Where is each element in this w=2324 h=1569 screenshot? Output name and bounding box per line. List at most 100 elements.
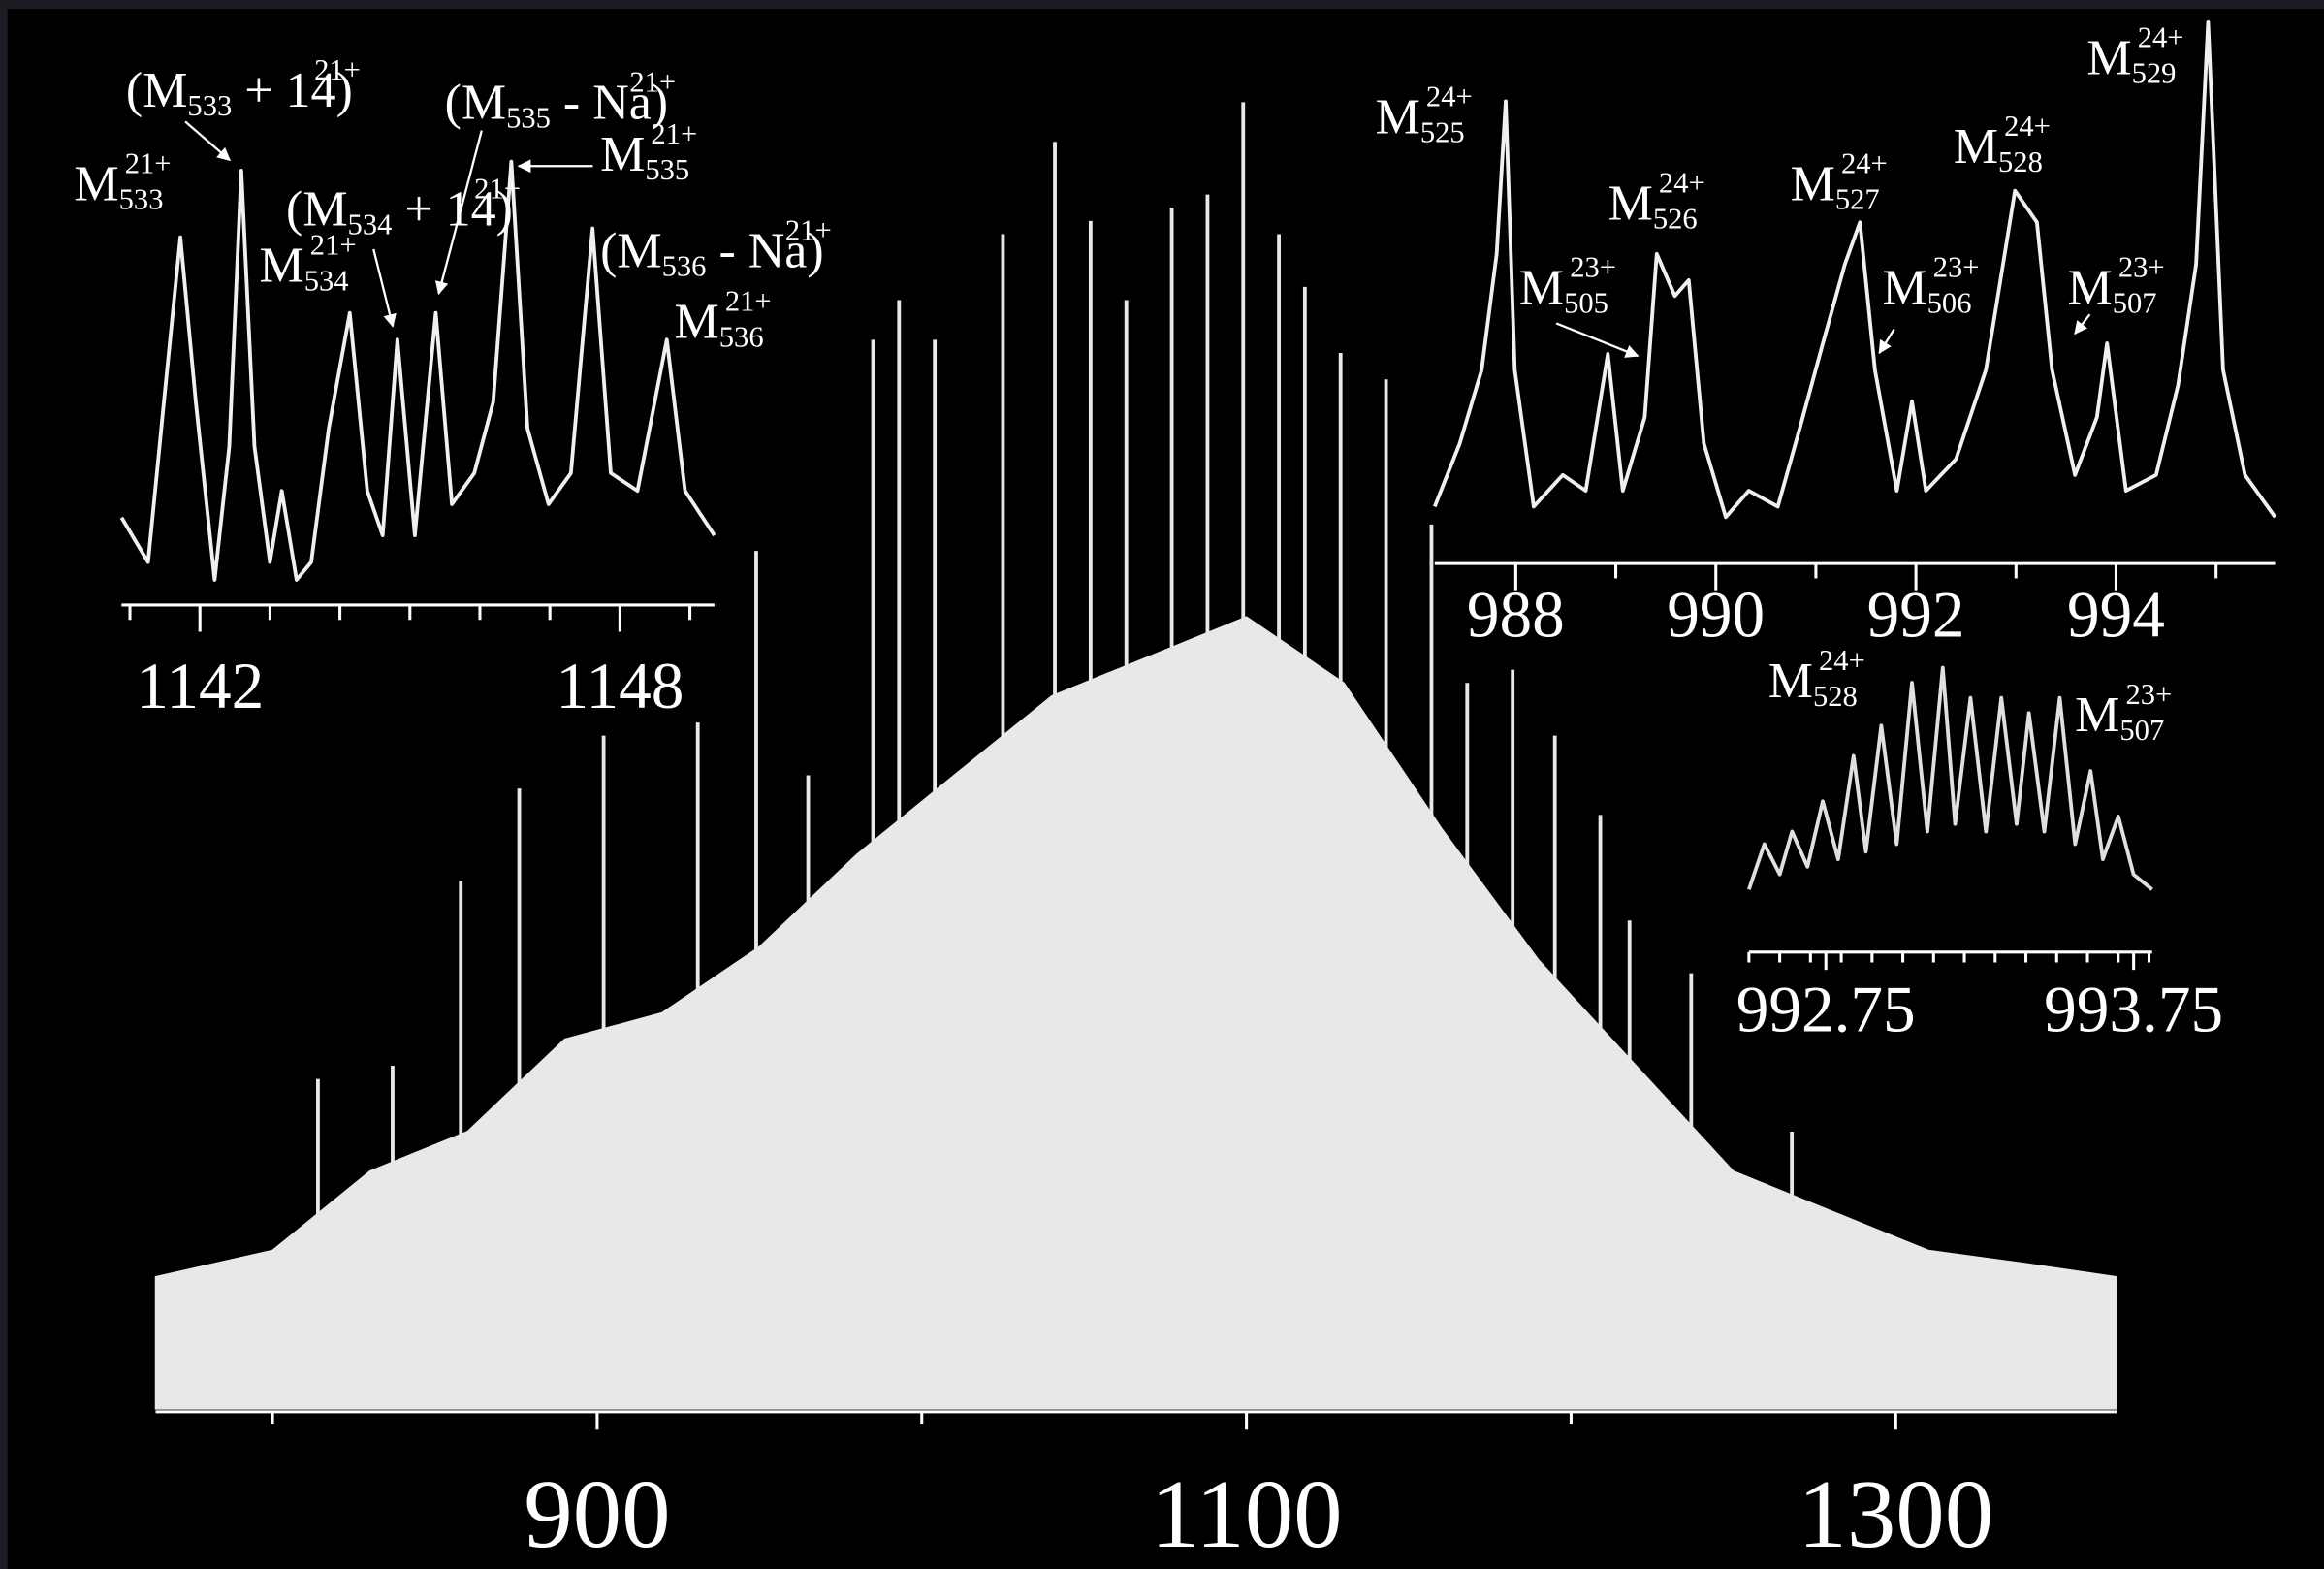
label-superscript: 23+: [1570, 251, 1616, 284]
peak-label: M53521+: [600, 117, 697, 186]
spectrum-line: [1747, 665, 2153, 891]
label-subscript: 533: [187, 89, 232, 122]
peak-label: M50723+: [2075, 678, 2172, 747]
label-subscript: 528: [1813, 680, 1858, 713]
label-superscript: 21+: [314, 53, 361, 86]
label-text: M: [675, 295, 719, 350]
label-text: M: [1791, 156, 1835, 211]
peak-label: M53421+: [260, 229, 357, 298]
label-superscript: 24+: [2138, 21, 2184, 54]
x-tick-label: 990: [1667, 579, 1765, 652]
peak-label: (M533 + 14)21+: [126, 53, 361, 122]
label-superscript: 23+: [1933, 251, 1980, 284]
label-superscript: 21+: [629, 65, 676, 98]
peak-label: M52524+: [1376, 80, 1473, 149]
label-text: M: [1882, 260, 1926, 315]
x-tick-label: 992.75: [1736, 973, 1916, 1045]
label-text: M: [2086, 30, 2131, 85]
label-subscript: 535: [645, 153, 689, 186]
label-subscript: 507: [2119, 714, 2164, 747]
label-subscript: 506: [1927, 287, 1972, 320]
peak-label: M50523+: [1519, 251, 1616, 320]
label-arrow: [372, 248, 397, 328]
peak-label: (M536 - Na)21+: [600, 213, 832, 282]
label-superscript: 21+: [651, 117, 697, 150]
label-text: (M: [600, 223, 662, 278]
label-superscript: 21+: [474, 173, 521, 206]
envelope-area: [154, 616, 2117, 1410]
label-subscript: 527: [1835, 183, 1880, 216]
label-superscript: 21+: [785, 213, 832, 246]
peak-label: (M534 + 14)21+: [286, 173, 521, 241]
x-tick-label: 988: [1467, 579, 1565, 652]
peak-label: M52824+: [1954, 110, 2051, 178]
x-tick-label: 992: [1867, 579, 1965, 652]
peak-label: (M535 - Na)21+: [445, 65, 677, 134]
label-subscript: 533: [119, 183, 164, 216]
label-text: M: [1376, 90, 1420, 145]
label-subscript: 534: [304, 265, 349, 298]
spectrum-line: [119, 159, 716, 582]
x-tick-label: 900: [524, 1459, 670, 1568]
peak-label: M50723+: [2068, 251, 2165, 320]
x-tick-label: 1300: [1798, 1459, 1993, 1568]
peak-label: M52924+: [2086, 21, 2183, 90]
label-superscript: 23+: [2118, 251, 2165, 284]
x-tick-label: 994: [2067, 579, 2165, 652]
label-subscript: 505: [1564, 287, 1608, 320]
x-tick-label: 1100: [1151, 1459, 1343, 1568]
label-text: M: [74, 156, 118, 211]
peak-label: M52724+: [1791, 147, 1888, 216]
label-subscript: 528: [1998, 146, 2043, 179]
label-subscript: 534: [348, 208, 393, 241]
frame-left: [0, 0, 8, 1569]
x-tick-label: 993.75: [2044, 973, 2223, 1045]
label-arrow: [184, 120, 231, 162]
label-subscript: 507: [2113, 287, 2157, 320]
peak-label: M52824+: [1768, 644, 1865, 713]
label-text: M: [1768, 654, 1813, 709]
label-text: M: [1954, 119, 1998, 175]
label-superscript: 21+: [725, 285, 772, 318]
label-text: (M: [126, 63, 188, 118]
label-arrow: [2074, 313, 2091, 336]
label-subscript: 536: [719, 321, 764, 354]
label-text: M: [2068, 260, 2113, 315]
label-subscript: 529: [2132, 57, 2177, 90]
peak-label: M526 24+: [1608, 166, 1705, 235]
spectrum-line: [1433, 20, 2277, 520]
x-tick-label: 1148: [556, 650, 684, 722]
label-text: - Na): [706, 223, 823, 278]
label-subscript: 525: [1420, 116, 1465, 149]
label-text: M: [2075, 688, 2119, 743]
label-subscript: 535: [506, 102, 551, 135]
label-arrow: [1555, 322, 1640, 358]
label-superscript: 23+: [2125, 678, 2172, 711]
label-superscript: 24+: [1819, 644, 1865, 677]
label-superscript: 24+: [2004, 110, 2051, 143]
frame-top: [0, 0, 2324, 10]
label-text: M: [1519, 260, 1564, 315]
label-superscript: 24+: [1659, 166, 1705, 199]
label-superscript: 21+: [310, 229, 357, 262]
label-text: (M: [445, 75, 507, 130]
label-superscript: 21+: [125, 147, 172, 180]
label-text: M: [260, 239, 304, 294]
label-text: M: [600, 127, 645, 182]
label-text: - Na): [551, 75, 668, 130]
peak-label: M53621+: [675, 285, 772, 354]
label-text: M: [1608, 176, 1653, 231]
x-tick-label: 1142: [136, 650, 264, 722]
label-text: + 14): [232, 63, 353, 118]
label-superscript: 24+: [1426, 80, 1473, 113]
label-text: (M: [286, 181, 348, 237]
peak-label: M53321+: [74, 147, 171, 216]
label-subscript: 536: [662, 250, 707, 283]
label-text: + 14): [392, 181, 513, 237]
peak-label: M50623+: [1882, 251, 1979, 320]
label-arrow: [434, 130, 483, 296]
label-arrow: [1878, 328, 1895, 355]
label-superscript: 24+: [1841, 147, 1888, 180]
label-subscript: 526: [1653, 203, 1698, 236]
